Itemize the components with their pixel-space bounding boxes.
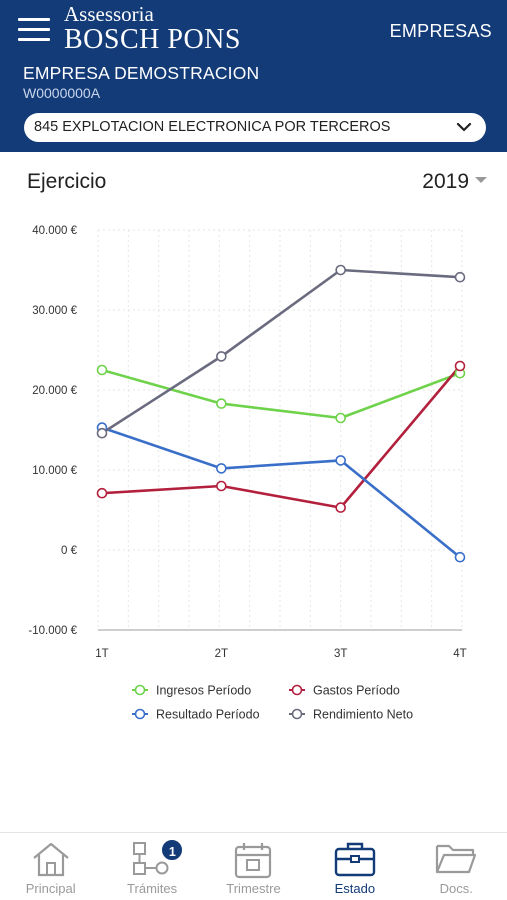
data-point	[216, 480, 227, 492]
company-id: W0000000A	[23, 85, 101, 101]
series-line	[101, 268, 461, 435]
caret-down-icon	[475, 177, 487, 184]
legend-swatch-marker	[134, 684, 146, 696]
bottom-navigation: Principal 1 Trámites Trimestre Estado Do…	[0, 832, 507, 900]
legend-label: Gastos Período	[313, 684, 400, 698]
x-tick-label: 2T	[215, 648, 228, 660]
data-point	[454, 551, 466, 563]
nav-label: Estado	[334, 881, 376, 896]
legend-label: Ingresos Período	[156, 684, 251, 698]
legend-label: Resultado Período	[156, 708, 260, 722]
nav-label: Trimestre	[226, 881, 281, 896]
data-point	[96, 487, 108, 499]
x-tick-label: 1T	[95, 648, 108, 660]
home-icon	[32, 842, 69, 877]
section-title: Ejercicio	[27, 170, 107, 193]
brand-logo: Assessoria BOSCH PONS	[64, 4, 241, 54]
nav-label: Docs.	[439, 881, 473, 896]
y-tick-label: 40.000 €	[32, 225, 77, 237]
notification-badge: 1	[160, 838, 185, 862]
y-tick-label: -10.000 €	[28, 625, 77, 637]
data-point	[216, 398, 227, 409]
nav-label: Principal	[25, 881, 76, 896]
series-line	[101, 426, 461, 559]
data-point	[96, 427, 108, 439]
nav-item-tramites[interactable]: 1 Trámites	[101, 833, 202, 900]
activity-dropdown[interactable]: 845 EXPLOTACION ELECTRONICA POR TERCEROS	[24, 113, 486, 142]
logo-bottom-text: BOSCH PONS	[64, 24, 241, 55]
x-tick-label: 3T	[334, 648, 347, 660]
app-header: Assessoria BOSCH PONS EMPRESAS EMPRESA D…	[0, 0, 507, 152]
chevron-down-icon	[456, 122, 472, 132]
legend-swatch-marker	[291, 684, 303, 696]
legend-label: Rendimiento Neto	[313, 708, 413, 722]
briefcase-icon	[334, 842, 376, 877]
legend-swatch-marker	[291, 708, 303, 720]
calendar-icon	[235, 843, 272, 879]
companies-link[interactable]: EMPRESAS	[389, 21, 492, 41]
data-point	[96, 364, 108, 376]
nav-item-docs[interactable]: Docs.	[406, 833, 507, 900]
activity-selected-value: 845 EXPLOTACION ELECTRONICA POR TERCEROS	[34, 119, 391, 135]
data-point	[216, 463, 227, 474]
company-name: EMPRESA DEMOSTRACION	[23, 63, 260, 83]
nav-item-principal[interactable]: Principal	[0, 833, 101, 900]
nav-label: Trámites	[127, 881, 178, 896]
data-point	[335, 412, 346, 424]
legend-swatch-marker	[134, 708, 146, 720]
nav-item-estado[interactable]: Estado	[304, 833, 405, 900]
series-line	[101, 365, 461, 509]
data-point	[335, 502, 346, 513]
data-point	[454, 271, 466, 283]
folder-icon	[436, 844, 477, 874]
menu-icon[interactable]	[18, 18, 50, 42]
data-point	[216, 351, 227, 362]
data-point	[454, 360, 466, 372]
y-tick-label: 20.000 €	[32, 385, 77, 397]
logo-top-text: Assessoria	[64, 2, 154, 26]
year-selected-value: 2019	[422, 170, 469, 193]
y-tick-label: 10.000 €	[32, 465, 77, 477]
data-point	[335, 264, 346, 276]
year-dropdown[interactable]: 2019	[422, 170, 487, 194]
nav-item-trimestre[interactable]: Trimestre	[203, 833, 304, 900]
x-tick-label: 4T	[453, 648, 466, 660]
y-tick-label: 30.000 €	[32, 305, 77, 317]
y-tick-label: 0 €	[61, 545, 78, 557]
line-chart: 40.000 € 30.000 € 20.000 € 10.000 € 0 € -10.0…	[28, 225, 466, 722]
series-line	[101, 368, 461, 420]
workflow-icon	[133, 842, 169, 875]
data-point	[335, 455, 346, 466]
